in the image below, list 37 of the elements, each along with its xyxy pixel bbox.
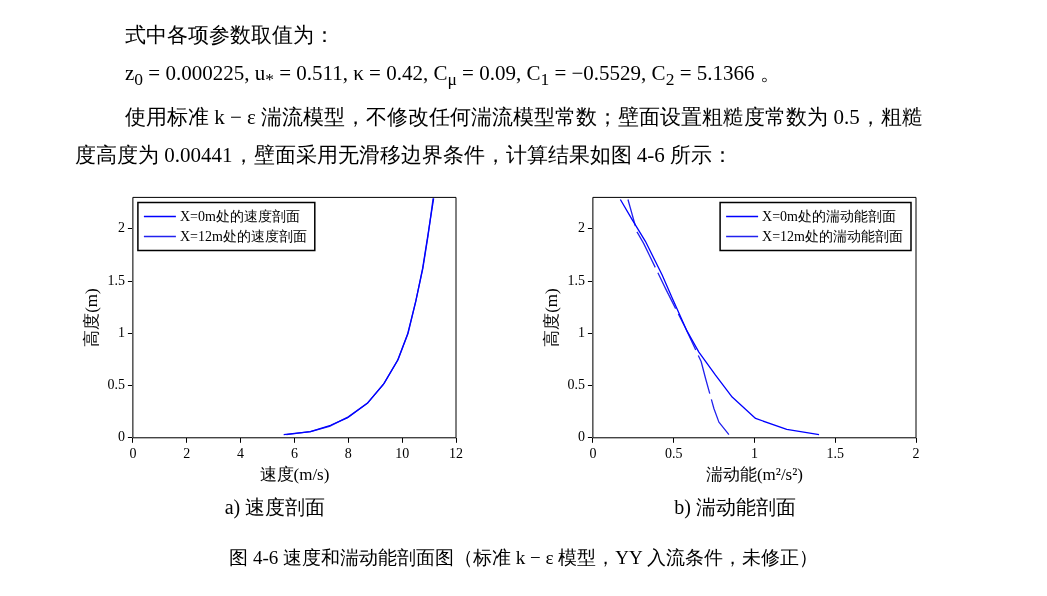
x-tick-label: 0 (129, 445, 137, 461)
x-tick-label: 1.5 (826, 445, 844, 461)
text: a) 速度剖面 (223, 495, 327, 521)
text: b) 湍动能剖面 (673, 495, 797, 521)
y-tick-label: 0 (117, 429, 125, 445)
x-tick-label: 12 (449, 445, 463, 461)
x-axis-title: 湍动能(m²/s²) (705, 465, 803, 485)
y-tick-label: 1.5 (567, 272, 585, 288)
y-tick-label: 0 (577, 429, 585, 445)
x-tick-label: 2 (912, 445, 920, 461)
text: z$_{0}$ = 0.000225, u$_{*}$ = 0.511, κ = 0.42, C$_{μ}$ = 0.09, C$_{1}$ = −0.5529, C$_{2}$ = 5.1366 。 (125, 61, 781, 90)
x-tick-label: 0 (589, 445, 597, 461)
y-tick-label: 2 (577, 220, 585, 236)
x-tick-label: 1 (750, 445, 758, 461)
x-tick-label: 4 (237, 445, 245, 461)
legend-label: X=0m处的湍动能剖面 (762, 209, 897, 225)
legend-label: X=0m处的速度剖面 (179, 209, 300, 225)
x-axis-title: 速度(m/s) (259, 465, 330, 485)
legend-label: X=12m处的湍动能剖面 (762, 229, 904, 245)
x-tick-label: 6 (290, 445, 298, 461)
y-axis-title: 高度(m) (81, 288, 101, 347)
y-tick-label: 1.5 (107, 272, 125, 288)
caption: 图 4-6 速度和湍动能剖面图（标准 k − ε 模型，YY 入流条件，未修正） (228, 546, 819, 570)
legend-label: X=12m处的速度剖面 (179, 229, 307, 245)
y-tick-label: 1 (117, 324, 125, 340)
y-axis-title: 高度(m) (541, 288, 561, 347)
text: 式中各项参数取值为： (124, 22, 336, 49)
y-tick-label: 2 (117, 220, 125, 236)
x-tick-label: 10 (395, 445, 410, 461)
y-tick-label: 0.5 (107, 377, 125, 393)
y-tick-label: 0.5 (567, 377, 585, 393)
y-tick-label: 1 (577, 324, 585, 340)
x-tick-label: 2 (183, 445, 191, 461)
text: 使用标准 k − ε 湍流模型，不修改任何湍流模型常数；壁面设置粗糙度常数为 0.5，粗糙度高度为 0.00441，壁面采用无滑移边界条件，计算结果如图 4-6 所示： (75, 104, 924, 170)
line-series (627, 198, 730, 436)
x-tick-label: 0.5 (664, 445, 683, 461)
x-tick-label: 8 (344, 445, 352, 461)
